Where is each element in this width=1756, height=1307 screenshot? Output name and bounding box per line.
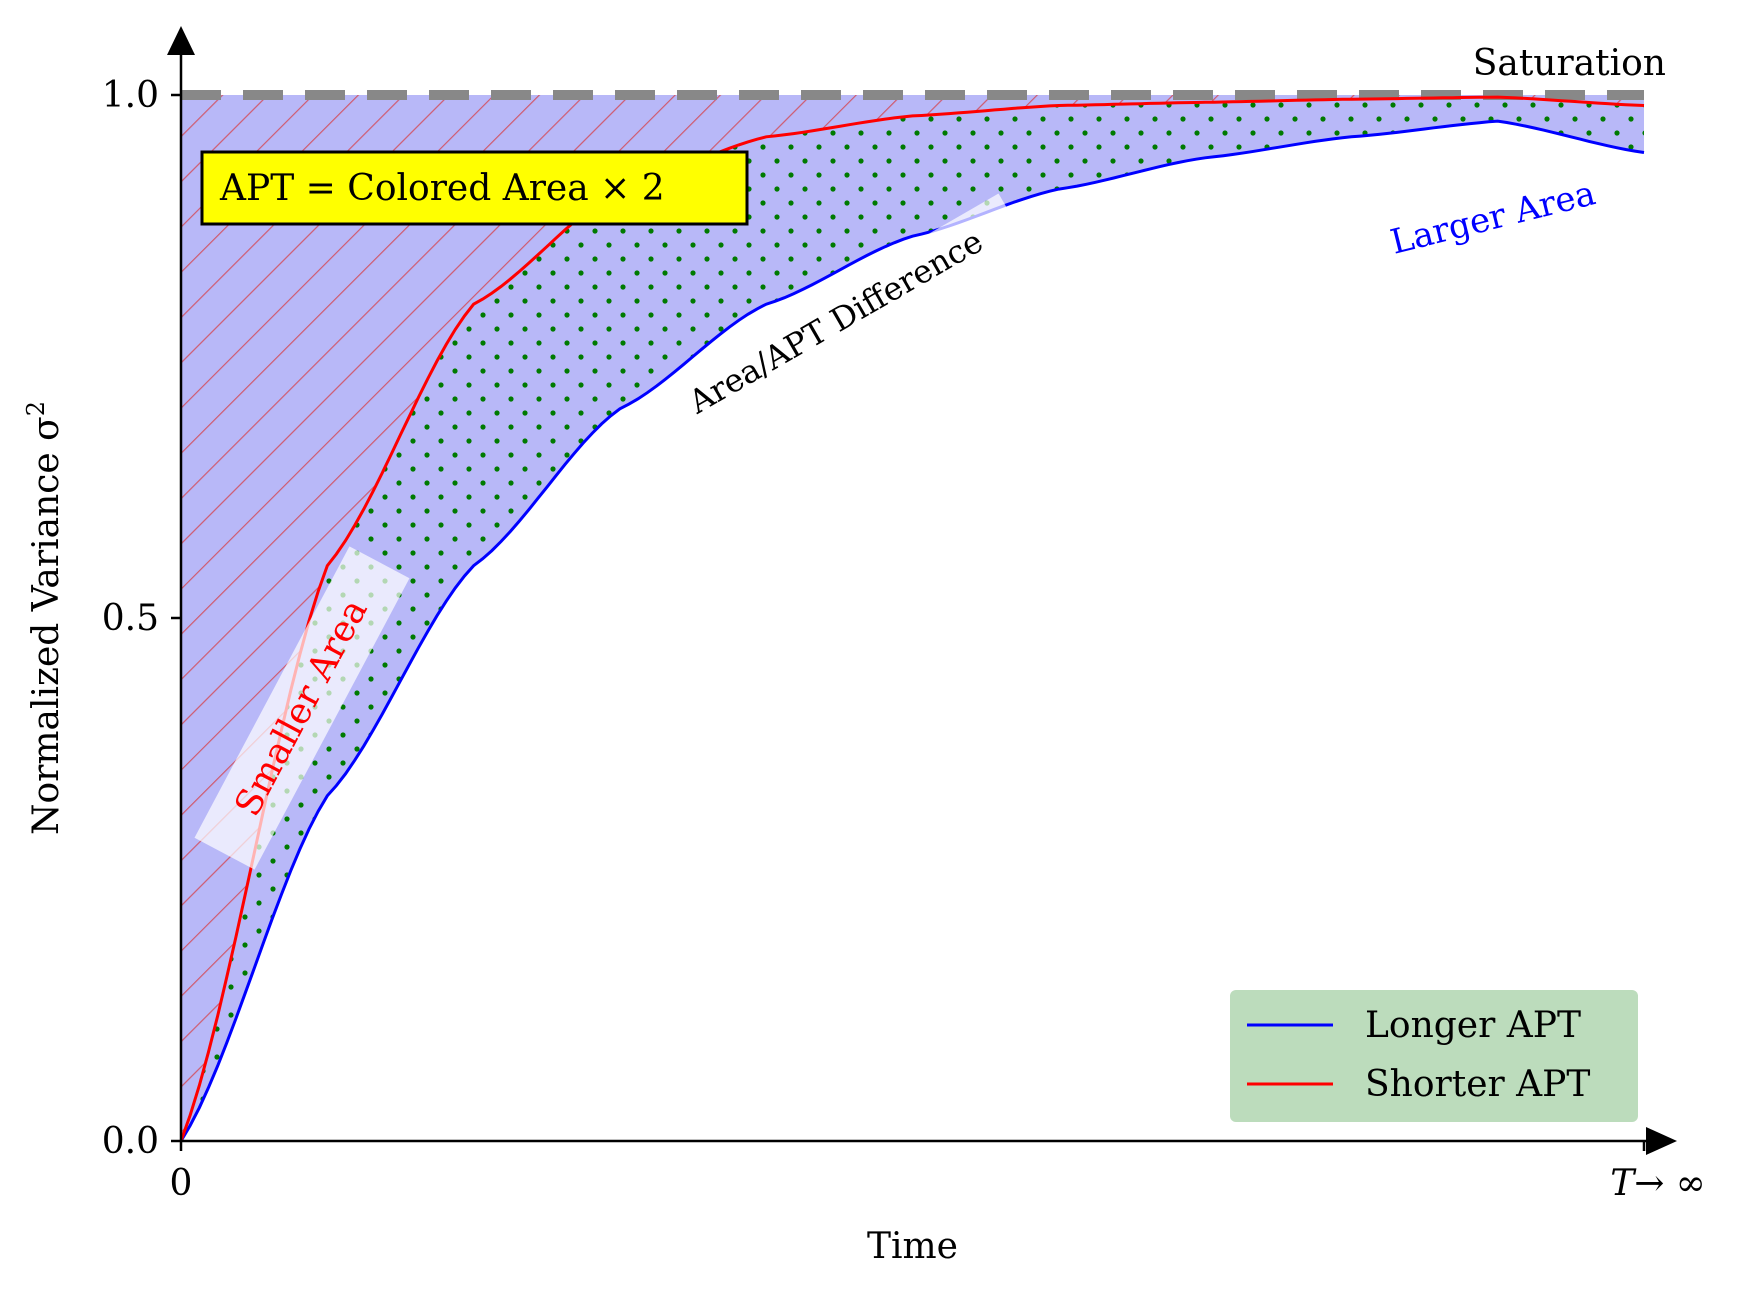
difference-region (181, 97, 1644, 1142)
x-tick-label-var: T (1610, 1163, 1637, 1204)
x-tick-label: T→ ∞ (1610, 1163, 1706, 1204)
legend-box (1230, 990, 1638, 1122)
legend-label-shorter-apt: Shorter APT (1365, 1064, 1590, 1105)
y-axis-title: Normalized Variance σ2 (22, 401, 67, 835)
x-tick-label-rest: → ∞ (1634, 1163, 1706, 1204)
y-tick-label: 1.0 (102, 75, 159, 116)
y-tick-label: 0.0 (102, 1121, 159, 1162)
x-axis-arrow (1646, 1127, 1677, 1155)
x-axis-title: Time (867, 1226, 958, 1267)
apt-formula-text: APT = Colored Area × 2 (219, 168, 665, 209)
x-tick-label: 0 (170, 1163, 193, 1204)
series-line-longer-apt (179, 119, 1645, 1142)
y-tick-label: 0.5 (102, 598, 159, 639)
y-axis-title-main: Normalized Variance σ (26, 416, 67, 835)
apt-formula-box (200, 150, 749, 226)
series-line-shorter-apt (179, 95, 1645, 1142)
y-axis-arrow (167, 26, 195, 55)
x-ticks: 0 T→ ∞ (170, 1141, 1706, 1204)
larger-area-annotation: Larger Area (1387, 173, 1600, 262)
y-axis-title-superscript: 2 (22, 401, 50, 416)
difference-label-bg (643, 193, 1029, 451)
smaller-area-label-bg (194, 546, 410, 870)
saturation-label: Saturation (1473, 43, 1666, 84)
legend-label-longer-apt: Longer APT (1365, 1005, 1581, 1046)
y-ticks: 0.0 0.5 1.0 (102, 75, 181, 1162)
larger-area-label: Larger Area (1387, 173, 1600, 262)
legend: Longer APT Shorter APT (1230, 990, 1638, 1122)
